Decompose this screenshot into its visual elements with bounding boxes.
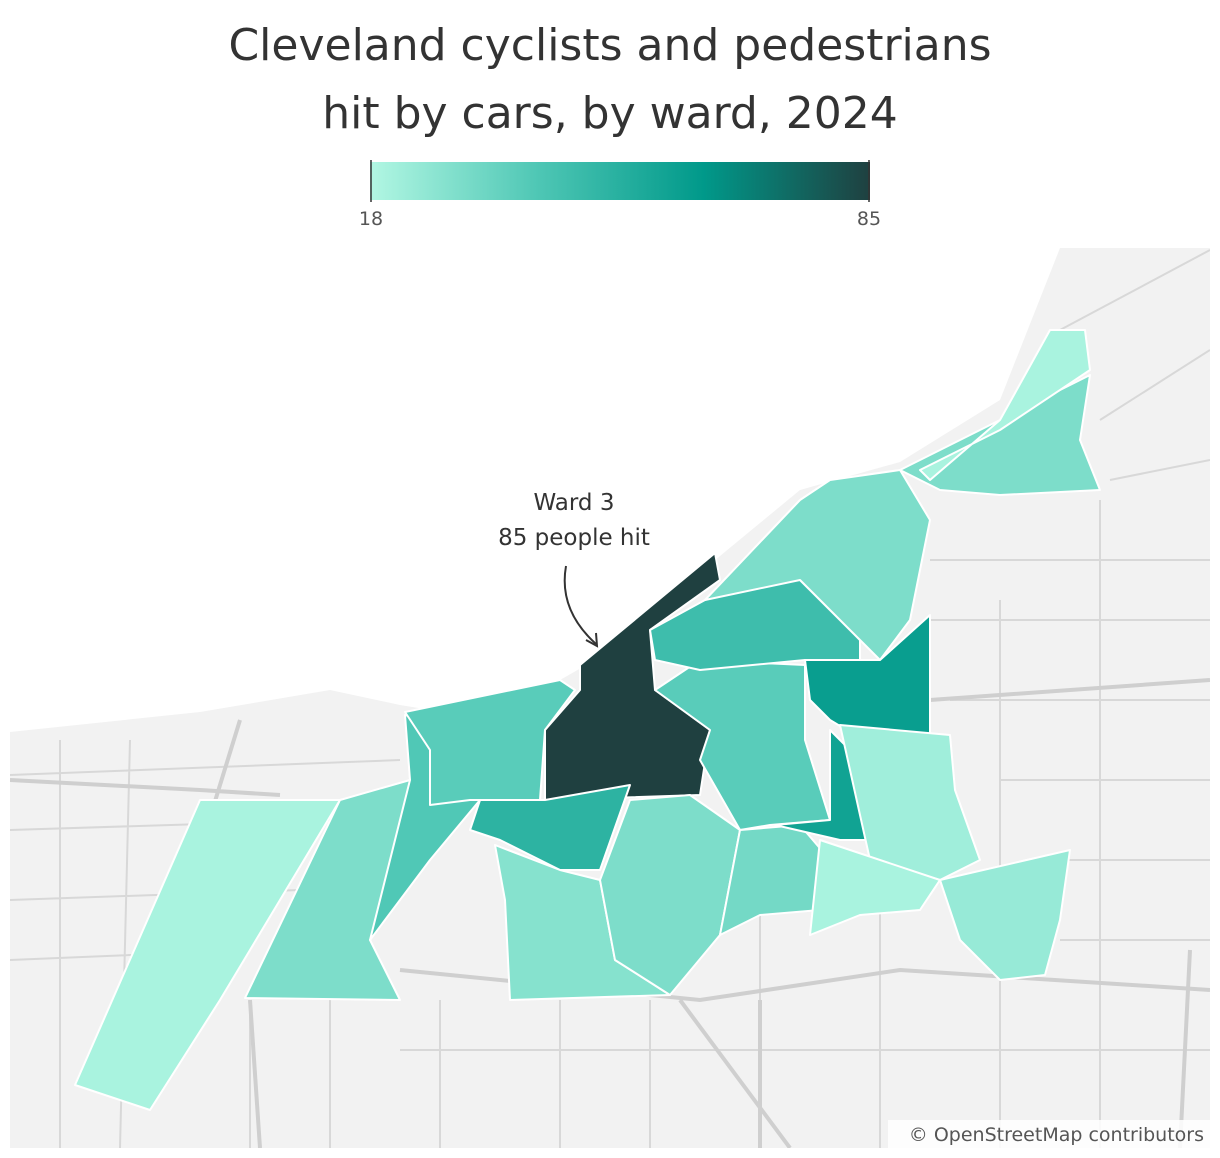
annotation-line: 85 people hit	[498, 525, 650, 551]
ward	[809, 839, 941, 936]
legend-min-label: 18	[359, 208, 383, 230]
annotation-line: Ward 3	[534, 490, 615, 516]
annotation-arrow	[563, 565, 597, 645]
basemap	[10, 248, 1210, 1148]
ward	[74, 799, 341, 1111]
ward	[704, 469, 931, 661]
annotation-arrowhead	[585, 632, 599, 648]
ward	[919, 329, 1091, 481]
legend-gradient	[370, 162, 870, 200]
title-line: hit by cars, by ward, 2024	[322, 88, 898, 139]
legend-max-label: 85	[857, 208, 881, 230]
ward	[939, 849, 1071, 981]
attribution: © OpenStreetMap contributors	[909, 1124, 1204, 1146]
attribution-box	[888, 1120, 1210, 1148]
ward	[839, 724, 981, 881]
wards	[74, 329, 1101, 1111]
title-line: Cleveland cyclists and pedestrians	[228, 20, 991, 71]
ward	[469, 784, 631, 871]
